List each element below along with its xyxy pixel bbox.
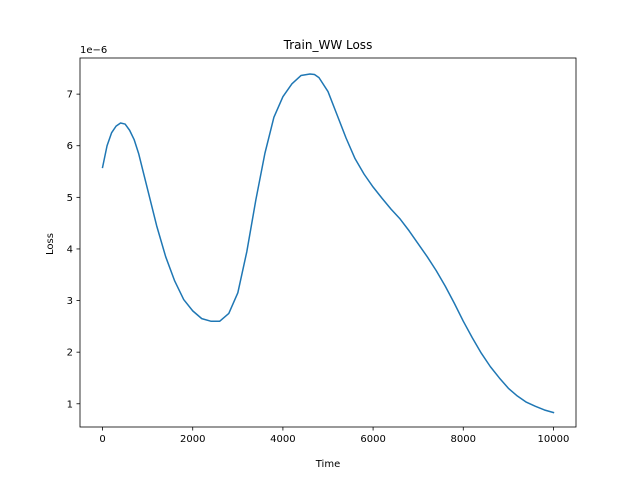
y-tick-label: 2 <box>67 348 73 359</box>
series-line-0 <box>101 73 555 414</box>
y-tick-label: 1 <box>67 399 73 410</box>
x-tick-label: 2000 <box>180 434 205 445</box>
x-tick-label: 8000 <box>451 434 476 445</box>
y-tick-label: 7 <box>67 90 73 101</box>
x-tick-label: 6000 <box>360 434 385 445</box>
y-tick-label: 4 <box>67 244 73 255</box>
y-tick-label: 6 <box>67 141 73 152</box>
plot-area: 0 2000 4000 6000 8000 10000 1 2 3 4 5 6 7 <box>67 57 577 445</box>
y-tick-label: 3 <box>67 296 73 307</box>
y-axis-title: Loss <box>45 233 56 255</box>
x-tick-label: 10000 <box>538 434 570 445</box>
y-offset-label: 1e−6 <box>80 45 107 56</box>
x-axis-title: Time <box>315 459 340 470</box>
y-tick-label: 5 <box>67 193 73 204</box>
x-tick-label: 4000 <box>270 434 295 445</box>
x-tick-label: 0 <box>99 434 105 445</box>
chart-title: Train_WW Loss <box>283 38 373 52</box>
plot-frame <box>79 57 577 428</box>
